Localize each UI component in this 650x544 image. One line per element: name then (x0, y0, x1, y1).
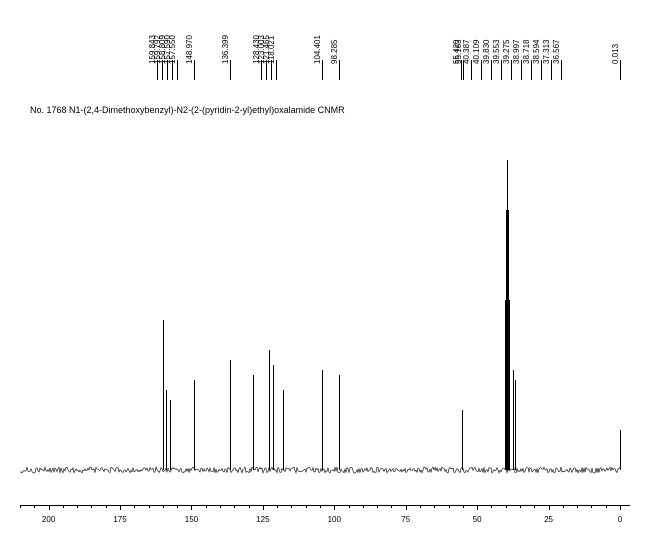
x-axis-minor-tick (320, 505, 321, 508)
x-axis-minor-tick (134, 505, 135, 508)
x-axis-minor-tick (206, 505, 207, 508)
x-axis-minor-tick (434, 505, 435, 508)
x-axis-major-tick (549, 505, 550, 510)
x-axis-minor-tick (563, 505, 564, 508)
x-axis-minor-tick (591, 505, 592, 508)
nmr-spectrum-container: No. 1768 N1-(2,4-Dimethoxybenzyl)-N2-(2-… (0, 0, 650, 544)
x-axis-minor-tick (577, 505, 578, 508)
x-axis-minor-tick (491, 505, 492, 508)
x-axis-minor-tick (391, 505, 392, 508)
x-axis-major-tick (191, 505, 192, 510)
x-axis-minor-tick (463, 505, 464, 508)
x-axis-label: 25 (544, 515, 553, 524)
x-axis-minor-tick (234, 505, 235, 508)
x-axis-major-tick (120, 505, 121, 510)
x-axis-minor-tick (606, 505, 607, 508)
x-axis-label: 75 (401, 515, 410, 524)
x-axis-minor-tick (363, 505, 364, 508)
x-axis-minor-tick (106, 505, 107, 508)
x-axis-minor-tick (520, 505, 521, 508)
x-axis-major-tick (334, 505, 335, 510)
x-axis-minor-tick (349, 505, 350, 508)
x-axis-minor-tick (77, 505, 78, 508)
x-axis-label: 175 (113, 515, 126, 524)
x-axis-minor-tick (149, 505, 150, 508)
x-axis-major-tick (406, 505, 407, 510)
x-axis-minor-tick (220, 505, 221, 508)
x-axis-label: 150 (185, 515, 198, 524)
x-axis-major-tick (263, 505, 264, 510)
x-axis-label: 100 (328, 515, 341, 524)
x-axis-minor-tick (449, 505, 450, 508)
x-axis-major-tick (477, 505, 478, 510)
x-axis-label: 200 (42, 515, 55, 524)
x-axis-minor-tick (177, 505, 178, 508)
x-axis-minor-tick (34, 505, 35, 508)
x-axis-minor-tick (249, 505, 250, 508)
x-axis-minor-tick (91, 505, 92, 508)
x-axis-minor-tick (277, 505, 278, 508)
x-axis-minor-tick (163, 505, 164, 508)
x-axis-minor-tick (306, 505, 307, 508)
baseline-noise (0, 0, 650, 544)
x-axis-label: 125 (256, 515, 269, 524)
x-axis-minor-tick (377, 505, 378, 508)
x-axis-minor-tick (420, 505, 421, 508)
x-axis-minor-tick (20, 505, 21, 508)
x-axis-label: 0 (618, 515, 622, 524)
x-axis-label: 50 (473, 515, 482, 524)
x-axis-minor-tick (63, 505, 64, 508)
x-axis-minor-tick (291, 505, 292, 508)
x-axis-major-tick (620, 505, 621, 510)
x-axis-minor-tick (506, 505, 507, 508)
x-axis-line (20, 505, 630, 506)
x-axis-major-tick (49, 505, 50, 510)
x-axis-minor-tick (534, 505, 535, 508)
